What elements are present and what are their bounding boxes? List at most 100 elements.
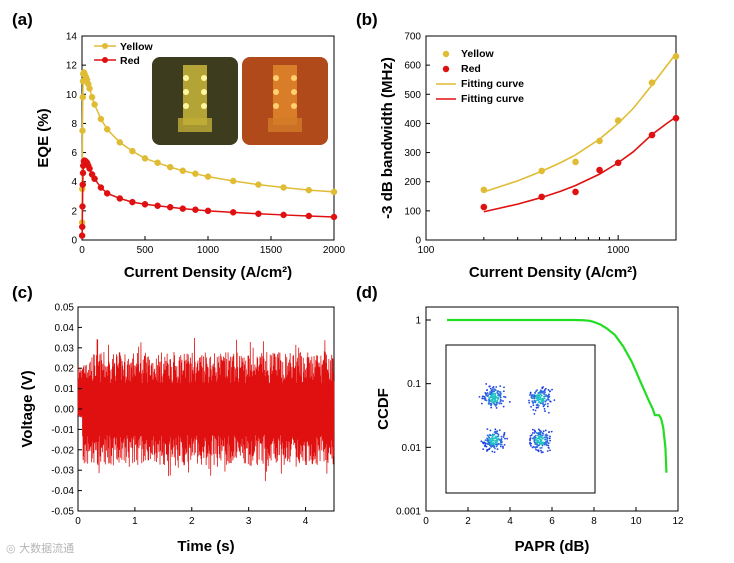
- constellation-point: [503, 444, 506, 446]
- point-a-yellow: [229, 177, 237, 185]
- constellation-point: [528, 401, 531, 404]
- constellation-point: [496, 440, 499, 443]
- y-tick-label-a: 2: [71, 206, 77, 217]
- constellation-point: [502, 447, 504, 449]
- y-tick-label-c: 0.02: [55, 364, 75, 375]
- constellation-point: [544, 400, 547, 403]
- constellation-point: [500, 438, 503, 441]
- constellation-point: [502, 445, 504, 448]
- y-tick-label-c: -0.02: [51, 445, 74, 456]
- x-tick-label-d: 6: [549, 516, 555, 527]
- y-tick-label-d: 0.001: [396, 507, 421, 518]
- point-a-yellow: [154, 159, 161, 167]
- constellation-point: [546, 439, 549, 442]
- watermark-text: 大数据流通: [19, 542, 75, 555]
- constellation-point: [548, 393, 550, 396]
- y-tick-label-c: 0.01: [55, 384, 75, 395]
- constellation-point: [502, 400, 504, 402]
- constellation-point: [485, 445, 488, 448]
- constellation-point: [496, 394, 499, 397]
- constellation-point: [538, 401, 541, 404]
- constellation-point: [499, 443, 502, 446]
- constellation-point: [546, 395, 548, 398]
- constellation-point: [506, 437, 509, 440]
- constellation-point: [500, 435, 503, 438]
- constellation-point: [543, 404, 546, 407]
- point-a-red: [141, 201, 149, 208]
- constellation-point: [540, 391, 542, 394]
- point-b-yellow: [596, 137, 603, 145]
- point-a-red: [97, 184, 105, 191]
- point-a-yellow: [280, 184, 287, 191]
- constellation-inset: [445, 344, 596, 494]
- constellation-point: [535, 394, 538, 397]
- y-tick-label-c: -0.05: [51, 507, 74, 518]
- constellation-point: [494, 405, 497, 407]
- y-tick-label-c: 0.00: [55, 405, 75, 416]
- constellation-point: [494, 437, 497, 439]
- constellation-point: [543, 408, 546, 410]
- point-b-red: [596, 166, 603, 174]
- constellation-point: [532, 404, 535, 407]
- constellation-point: [536, 403, 539, 406]
- x-tick-label-a: 500: [137, 245, 154, 256]
- chart-c: 0 1 2 3 4 -0.05 -0.04 -0.03 -0.02 -0.01 0.00 0.01 0.…: [19, 303, 335, 555]
- point-a-yellow: [166, 163, 174, 171]
- point-a-red: [204, 207, 212, 215]
- constellation-point: [537, 449, 540, 452]
- legend-b-fit-red: Fitting curve: [461, 93, 524, 105]
- constellation-point: [495, 395, 497, 398]
- constellation-point: [493, 390, 496, 393]
- y-tick-label-b: 600: [404, 61, 421, 72]
- constellation-point: [498, 402, 501, 405]
- constellation-point: [481, 402, 483, 405]
- x-tick-label-d: 0: [423, 516, 429, 527]
- constellation-point: [489, 445, 492, 447]
- constellation-point: [544, 410, 546, 412]
- constellation-point: [547, 397, 550, 400]
- constellation-point: [537, 392, 540, 394]
- constellation-point: [485, 399, 488, 402]
- constellation-point: [529, 441, 531, 444]
- y-tick-label-c: -0.03: [51, 466, 74, 477]
- constellation-point: [491, 435, 494, 438]
- x-axis-label-a: Current Density (A/cm²): [124, 264, 292, 281]
- constellation-point: [493, 451, 496, 454]
- constellation-point: [508, 401, 511, 403]
- constellation-point: [553, 399, 556, 402]
- constellation-point: [488, 401, 490, 404]
- constellation-point: [499, 445, 502, 448]
- constellation-point: [529, 394, 531, 396]
- constellation-point: [494, 447, 496, 450]
- x-axis-label-b: Current Density (A/cm²): [469, 264, 637, 281]
- constellation-point: [496, 448, 499, 451]
- constellation-point: [495, 445, 498, 448]
- point-b-yellow: [538, 167, 545, 175]
- y-axis-label-a: EQE (%): [35, 108, 52, 167]
- x-tick-label-a: 2000: [323, 245, 346, 256]
- point-a-yellow: [330, 188, 338, 196]
- constellation-point: [549, 439, 552, 442]
- constellation-point: [534, 442, 537, 444]
- constellation-point: [540, 446, 543, 449]
- constellation-point: [493, 431, 496, 433]
- point-a-yellow: [79, 93, 87, 101]
- constellation-point: [492, 442, 495, 445]
- constellation-point: [495, 438, 498, 441]
- constellation-point: [531, 400, 534, 402]
- constellation-point: [535, 448, 538, 451]
- plot-area-b: [425, 35, 677, 241]
- constellation-point: [489, 387, 492, 390]
- constellation-point: [549, 435, 551, 438]
- constellation-point: [488, 402, 491, 405]
- point-a-yellow: [86, 85, 93, 92]
- y-tick-label-b: 700: [404, 32, 421, 43]
- point-a-red: [79, 181, 87, 188]
- x-tick-label-d: 8: [591, 516, 597, 527]
- constellation-point: [488, 448, 491, 451]
- point-a-yellow: [305, 186, 313, 194]
- constellation-point: [544, 429, 547, 432]
- point-a-red: [305, 212, 313, 220]
- point-a-yellow: [88, 93, 96, 101]
- constellation-point: [533, 439, 536, 442]
